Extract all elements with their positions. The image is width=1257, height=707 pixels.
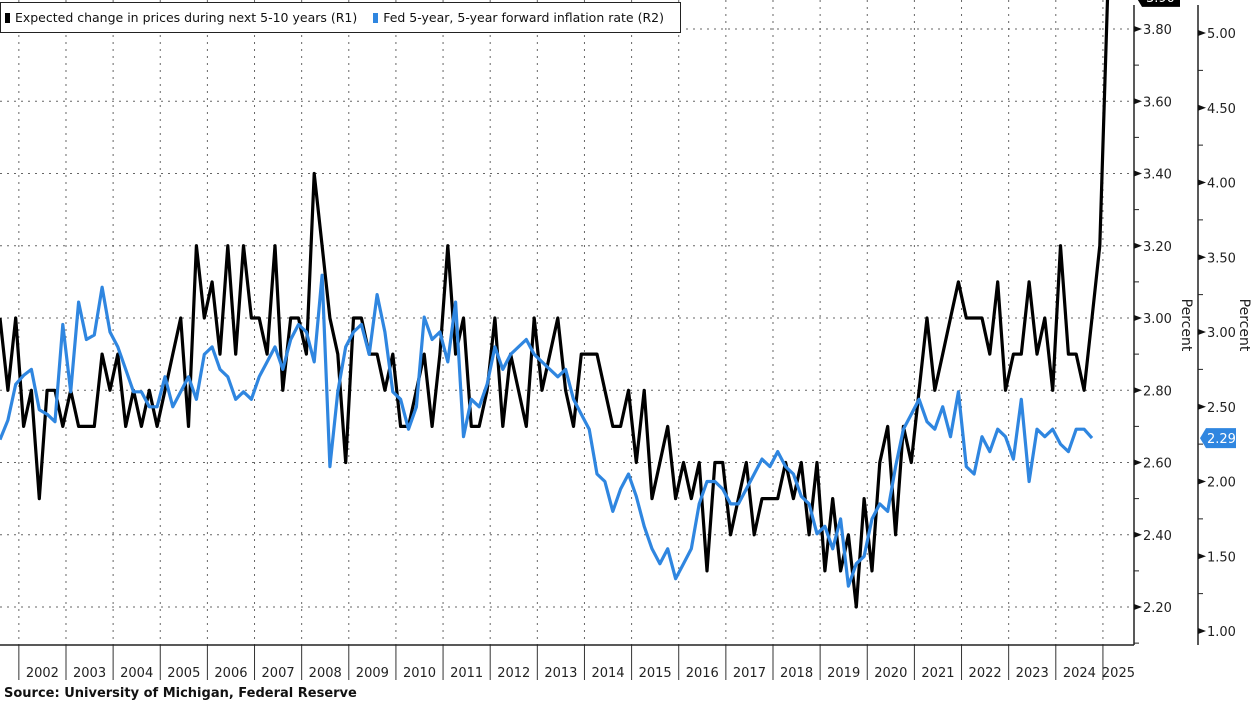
r2-axis-label: Percent (1236, 299, 1252, 352)
r2-tick-mark (1198, 403, 1206, 410)
r1-tick-label: 2.80 (1143, 384, 1172, 399)
r1-tick-mark (1134, 242, 1142, 249)
r1-tick-mark (1134, 26, 1142, 32)
r1-tick-mark (1134, 387, 1142, 394)
r1-last-value-box (1137, 0, 1180, 7)
r1-tick-label: 3.00 (1143, 312, 1172, 327)
x-tick-label: 2024 (1063, 666, 1096, 681)
legend-swatch-r1 (5, 12, 10, 23)
x-tick-label: 2004 (120, 666, 153, 681)
r2-tick-mark (1198, 254, 1206, 261)
legend-label-r1: Expected change in prices during next 5-… (14, 10, 358, 25)
x-tick-label: 2010 (403, 666, 436, 681)
legend-label-r2: Fed 5-year, 5-year forward inflation rat… (383, 10, 664, 25)
r1-tick-label: 2.20 (1143, 601, 1172, 616)
x-tick-label: 2013 (544, 666, 577, 681)
r1-tick-mark (1134, 531, 1142, 538)
x-tick-label: 2008 (309, 666, 342, 681)
r2-tick-mark (1198, 478, 1206, 485)
r1-tick-mark (1134, 315, 1142, 321)
r2-tick-mark (1198, 104, 1206, 111)
x-tick-label: 2012 (497, 666, 530, 681)
r1-tick-mark (1134, 170, 1142, 177)
series-line-r2 (0, 273, 1094, 588)
r2-tick-mark (1198, 179, 1206, 186)
r2-tick-label: 3.50 (1207, 251, 1236, 266)
x-tick-label: 2015 (639, 666, 672, 681)
r2-tick-label: 1.00 (1207, 625, 1236, 640)
r1-axis-label: Percent (1178, 299, 1194, 352)
x-tick-label: 2022 (969, 666, 1002, 681)
x-tick-label: 2017 (733, 666, 766, 681)
r1-tick-label: 2.60 (1143, 457, 1172, 472)
legend: Expected change in prices during next 5-… (0, 2, 681, 33)
x-tick-label: 2020 (874, 666, 907, 681)
r2-tick-label: 3.00 (1207, 326, 1236, 341)
r2-last-value-box (1200, 428, 1236, 449)
x-tick-label: 2006 (214, 666, 247, 681)
r1-tick-label: 3.20 (1143, 240, 1172, 255)
x-tick-label: 2025 (1102, 666, 1135, 681)
x-tick-label: 2005 (167, 666, 200, 681)
r1-tick-label: 2.40 (1143, 529, 1172, 544)
r2-tick-mark (1198, 329, 1206, 335)
r2-tick-label: 4.50 (1207, 102, 1236, 117)
r1-tick-mark (1134, 604, 1142, 610)
r2-tick-mark (1198, 553, 1206, 560)
r1-tick-label: 3.80 (1143, 23, 1172, 38)
r2-tick-mark (1198, 30, 1206, 36)
r1-tick-label: 3.40 (1143, 168, 1172, 183)
r2-last-value-label: 2.29 (1207, 432, 1236, 447)
r2-tick-label: 5.00 (1207, 27, 1236, 42)
r1-tick-mark (1134, 459, 1142, 466)
x-tick-label: 2023 (1016, 666, 1049, 681)
source-note: Source: University of Michigan, Federal … (4, 686, 357, 701)
x-tick-label: 2011 (450, 666, 483, 681)
r1-last-value-label: 3.90 (1146, 0, 1175, 6)
r2-tick-label: 4.00 (1207, 177, 1236, 192)
r1-tick-mark (1134, 98, 1142, 105)
x-tick-label: 2007 (262, 666, 295, 681)
x-tick-label: 2003 (73, 666, 106, 681)
r2-tick-label: 2.00 (1207, 476, 1236, 491)
r1-tick-label: 3.60 (1143, 95, 1172, 110)
x-tick-label: 2018 (780, 666, 813, 681)
r2-tick-label: 2.50 (1207, 401, 1236, 416)
legend-swatch-r2 (373, 12, 379, 23)
x-tick-label: 2009 (356, 666, 389, 681)
x-tick-label: 2019 (827, 666, 860, 681)
x-tick-label: 2016 (686, 666, 719, 681)
x-tick-label: 2014 (591, 666, 624, 681)
x-tick-label: 2021 (921, 666, 954, 681)
x-tick-label: 2002 (26, 666, 59, 681)
r2-tick-label: 1.50 (1207, 550, 1236, 565)
series-line-r1 (0, 0, 1110, 609)
r2-tick-mark (1198, 628, 1206, 634)
